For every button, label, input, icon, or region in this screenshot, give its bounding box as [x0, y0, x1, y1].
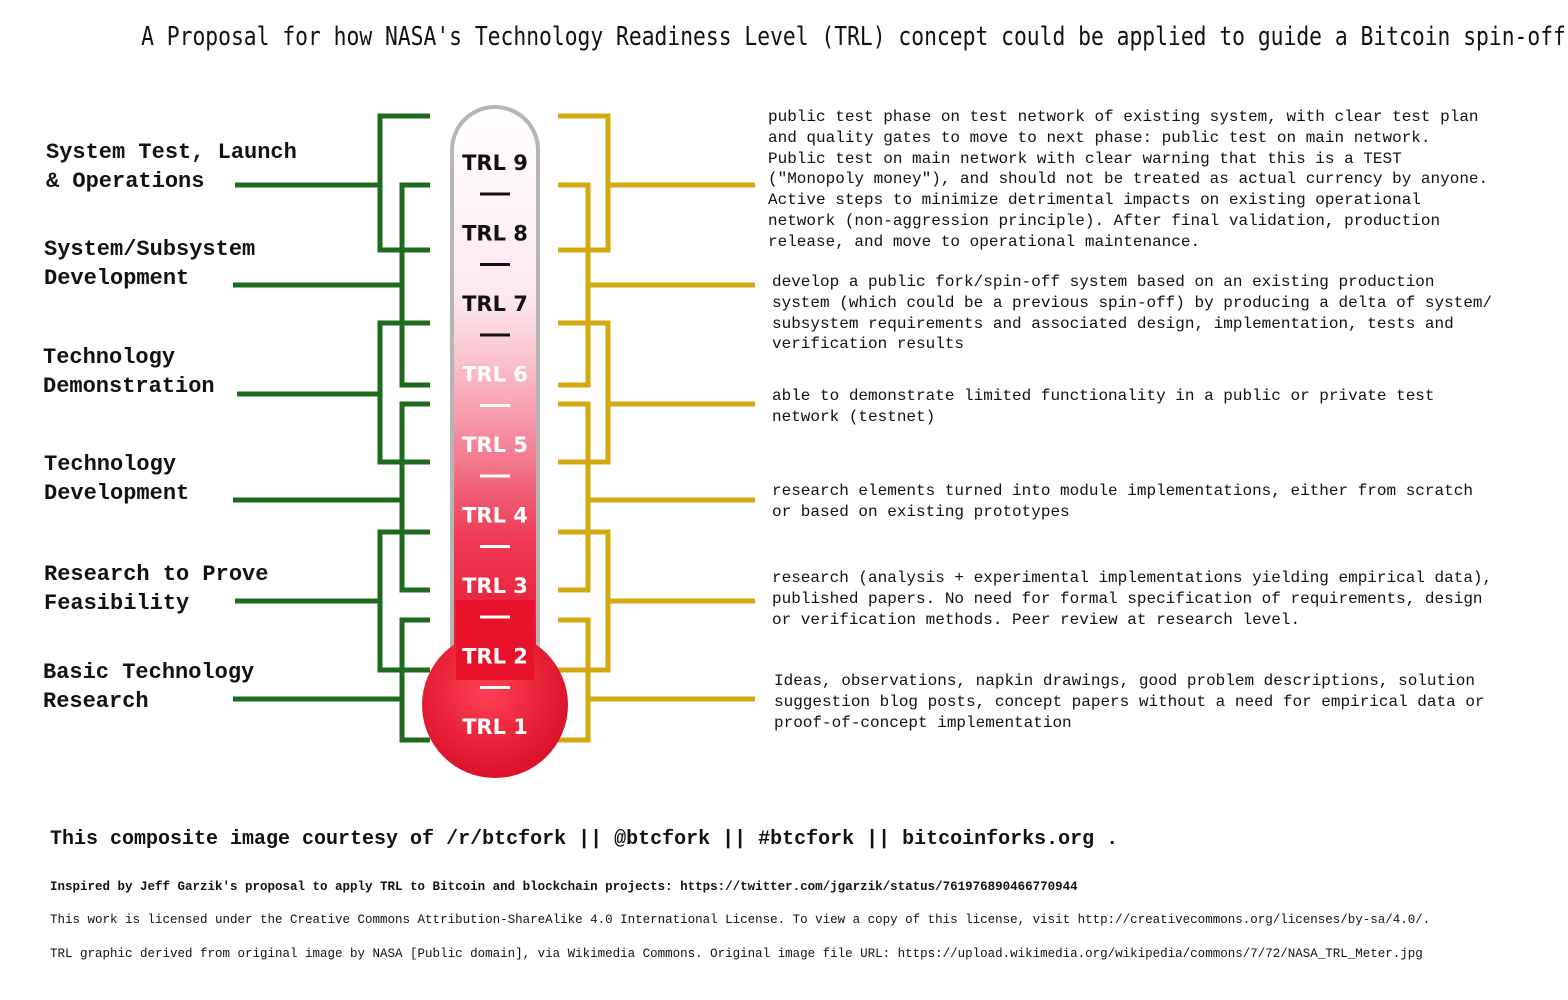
trl-label-3: TRL 3 — [462, 574, 528, 598]
description-line: or verification methods. Peer review at … — [772, 610, 1301, 629]
gold-bracket-6 — [558, 617, 591, 743]
phase-label-line: Research — [43, 689, 149, 714]
phase-label-line: System/Subsystem — [44, 237, 256, 262]
trl-label-7: TRL 7 — [462, 292, 528, 316]
phase-label-line: System Test, Launch — [46, 140, 297, 165]
description-line: ("Monopoly money"), and should not be tr… — [768, 170, 1489, 189]
description-line: research (analysis + experimental implem… — [772, 569, 1493, 587]
phase-label-line: Feasibility — [44, 591, 190, 616]
description-line: published papers. No need for formal spe… — [772, 589, 1483, 608]
description-line: able to demonstrate limited functionalit… — [772, 387, 1435, 405]
gold-bracket-2 — [558, 182, 591, 388]
phase-description-3: able to demonstrate limited functionalit… — [772, 386, 1435, 428]
phase-description-2: develop a public fork/spin-off system ba… — [772, 272, 1492, 355]
phase-label-line: & Operations — [46, 169, 205, 194]
right-description-brackets — [558, 113, 755, 743]
bracket-phase-2 — [399, 182, 430, 388]
trl-label-2: TRL 2 — [462, 645, 528, 669]
bracket-phase-4 — [399, 401, 430, 593]
footer-license: This work is licensed under the Creative… — [50, 913, 1431, 927]
trl-label-5: TRL 5 — [462, 433, 528, 457]
description-line: verification results — [772, 335, 965, 354]
phase-description-4: research elements turned into module imp… — [772, 481, 1473, 523]
phase-label-2: System/Subsystem Development — [44, 235, 255, 293]
trl-label-1: TRL 1 — [462, 715, 528, 739]
phase-label-5: Research to Prove Feasibility — [44, 560, 268, 618]
trl-label-8: TRL 8 — [462, 222, 528, 246]
phase-label-1: System Test, Launch & Operations — [46, 138, 297, 196]
footer-courtesy: This composite image courtesy of /r/btcf… — [50, 828, 1119, 851]
phase-label-line: Research to Prove — [44, 562, 269, 587]
bracket-phase-6 — [399, 617, 430, 743]
description-line: Public test on main network with clear w… — [768, 149, 1402, 168]
phase-label-6: Basic Technology Research — [43, 658, 254, 716]
phase-label-line: Development — [44, 266, 190, 291]
gold-bracket-3 — [558, 320, 611, 465]
description-line: release, and move to operational mainten… — [768, 232, 1201, 251]
gold-bracket-5 — [558, 529, 611, 673]
trl-level-labels: TRL 9 TRL 8 TRL 7 TRL 6 TRL 5 TRL 4 TRL 3 TRL 2… — [462, 151, 528, 739]
description-line: Ideas, observations, napkin drawings, go… — [774, 672, 1475, 690]
phase-label-line: Technology — [44, 452, 177, 477]
phase-label-line: Development — [44, 481, 190, 506]
description-line: proof-of-concept implementation — [774, 713, 1072, 732]
description-line: network (testnet) — [772, 407, 936, 426]
description-line: develop a public fork/spin-off system ba… — [772, 273, 1435, 291]
bracket-phase-3 — [377, 320, 430, 465]
phase-description-5: research (analysis + experimental implem… — [772, 568, 1492, 630]
gold-bracket-4 — [558, 401, 591, 593]
phase-label-line: Technology — [43, 345, 176, 370]
phase-label-line: Basic Technology — [43, 660, 255, 685]
description-line: subsystem requirements and associated de… — [772, 314, 1454, 333]
description-line: or based on existing prototypes — [772, 502, 1070, 521]
left-phase-brackets — [233, 113, 430, 743]
footer-derived: TRL graphic derived from original image … — [50, 947, 1423, 961]
thermometer-tube — [450, 105, 540, 662]
description-line: public test phase on test network of exi… — [768, 108, 1479, 126]
description-line: and quality gates to move to next phase:… — [768, 128, 1431, 147]
footer-inspired: Inspired by Jeff Garzik's proposal to ap… — [50, 880, 1078, 894]
trl-thermometer — [422, 105, 568, 778]
trl-label-9: TRL 9 — [462, 151, 528, 175]
description-line: system (which could be a previous spin-o… — [772, 293, 1493, 312]
page-title: A Proposal for how NASA's Technology Rea… — [141, 22, 1568, 52]
bracket-phase-5 — [377, 529, 430, 673]
description-line: research elements turned into module imp… — [772, 482, 1473, 500]
trl-label-4: TRL 4 — [462, 504, 528, 528]
trl-label-6: TRL 6 — [462, 363, 528, 387]
phase-label-4: Technology Development — [44, 450, 189, 508]
phase-description-1: public test phase on test network of exi… — [768, 107, 1488, 253]
description-line: suggestion blog posts, concept papers wi… — [774, 692, 1485, 711]
description-line: network (non-aggression principle). Afte… — [768, 211, 1441, 230]
phase-description-6: Ideas, observations, napkin drawings, go… — [774, 671, 1485, 733]
phase-label-line: Demonstration — [43, 374, 215, 399]
description-line: Active steps to minimize detrimental imp… — [768, 191, 1421, 210]
phase-label-3: Technology Demonstration — [43, 343, 215, 401]
